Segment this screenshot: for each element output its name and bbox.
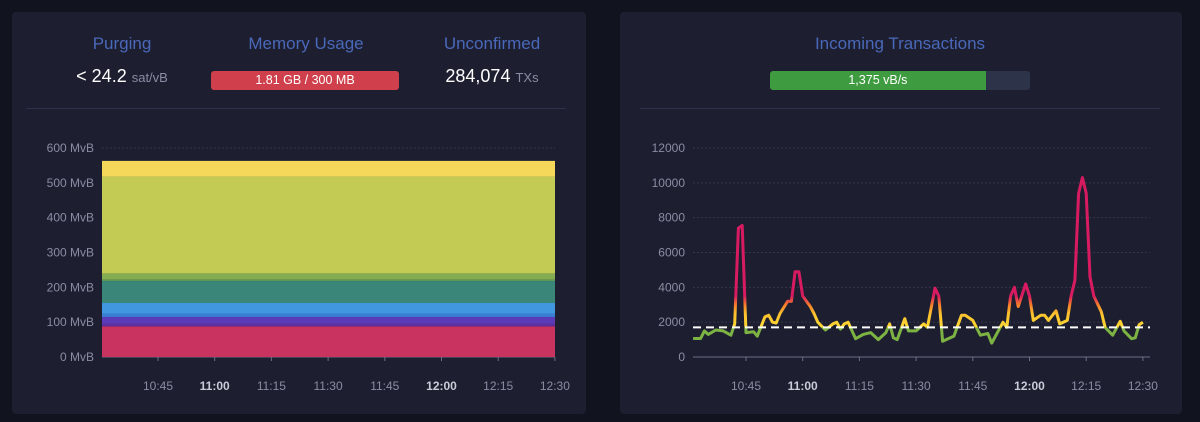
y-tick-label: 8000 [658, 211, 685, 225]
mempool-panel: Purging < 24.2 sat/vB Memory Usage 1.81 … [12, 12, 586, 414]
x-tick-label: 10:45 [731, 379, 761, 393]
area-layer [102, 316, 555, 324]
incoming-rate-value: 1,375 vB/s [848, 73, 908, 87]
y-tick-label: 600 MvB [47, 141, 94, 155]
y-tick-label: 500 MvB [47, 176, 94, 190]
x-tick-label: 11:30 [314, 379, 343, 393]
unconfirmed-stat: Unconfirmed 284,074 TXs [417, 34, 567, 87]
x-tick-label: 12:30 [540, 379, 570, 393]
x-tick-label: 11:00 [200, 379, 230, 393]
y-tick-label: 2000 [658, 315, 685, 329]
x-tick-label: 11:45 [370, 379, 399, 393]
y-tick-label: 0 [678, 350, 685, 364]
area-layer [102, 323, 555, 327]
x-tick-label: 11:00 [788, 379, 818, 393]
area-layer [102, 303, 555, 314]
x-tick-label: 11:15 [257, 379, 286, 393]
x-tick-label: 12:00 [1014, 379, 1045, 393]
divider [640, 108, 1160, 109]
x-tick-label: 12:15 [483, 379, 513, 393]
y-tick-label: 10000 [652, 176, 686, 190]
incoming-stat: Incoming Transactions [770, 34, 1030, 54]
x-tick-label: 11:30 [902, 379, 931, 393]
x-tick-label: 12:00 [426, 379, 457, 393]
x-tick-label: 12:15 [1071, 379, 1101, 393]
memory-value: 1.81 GB / 300 MB [255, 73, 355, 87]
purging-unit: sat/vB [131, 70, 168, 85]
area-layer [102, 279, 555, 282]
unconfirmed-unit: TXs [515, 70, 539, 85]
y-tick-label: 4000 [658, 280, 685, 294]
memory-stat: Memory Usage [212, 34, 400, 54]
y-tick-label: 12000 [652, 141, 686, 155]
incoming-rate-bar: 1,375 vB/s [770, 71, 1030, 90]
incoming-panel: Incoming Transactions 1,375 vB/s 0 2000 40… [620, 12, 1182, 414]
purging-stat: Purging < 24.2 sat/vB [52, 34, 192, 87]
incoming-title: Incoming Transactions [814, 34, 986, 53]
x-tick-label: 11:45 [958, 379, 987, 393]
area-layer [102, 273, 555, 280]
memory-usage-bar: 1.81 GB / 300 MB [211, 71, 399, 90]
memory-title: Memory Usage [248, 34, 364, 53]
mempool-size-chart[interactable]: 0 MvB 100 MvB 200 MvB 300 MvB 400 MvB 500 MvB… [12, 12, 586, 414]
purging-title: Purging [92, 34, 152, 53]
x-tick-label: 11:15 [845, 379, 874, 393]
y-tick-label: 300 MvB [47, 246, 94, 260]
unconfirmed-value: 284,074 [445, 66, 511, 86]
area-layer [102, 281, 555, 304]
x-tick-label: 10:45 [143, 379, 173, 393]
y-tick-label: 100 MvB [47, 315, 94, 329]
incoming-tx-line [693, 176, 1144, 345]
area-layer [102, 326, 555, 357]
area-layer [102, 160, 555, 177]
area-layer [102, 313, 555, 317]
unconfirmed-title: Unconfirmed [443, 34, 541, 53]
y-tick-label: 6000 [658, 246, 685, 260]
y-tick-label: 200 MvB [47, 280, 94, 294]
purging-value: < 24.2 [76, 66, 127, 86]
incoming-tx-chart[interactable]: 0 2000 4000 6000 8000 10000 12000 10:45 11:00 11:… [620, 12, 1182, 414]
y-tick-label: 400 MvB [47, 211, 94, 225]
incoming-rate-fill [770, 71, 986, 90]
y-tick-label: 0 MvB [60, 350, 94, 364]
x-tick-label: 12:30 [1128, 379, 1158, 393]
area-layer [102, 176, 555, 274]
divider [26, 108, 566, 109]
